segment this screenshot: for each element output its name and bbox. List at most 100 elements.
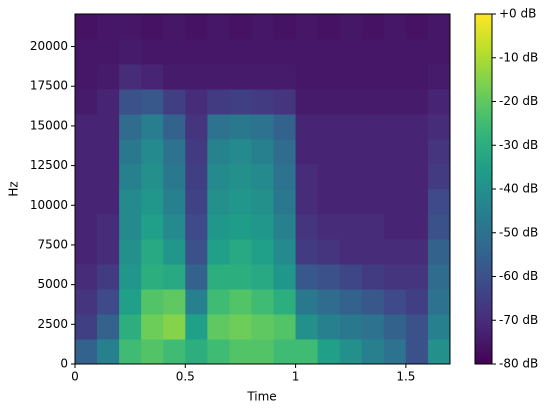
heatmap-cell xyxy=(251,264,275,290)
heatmap-cell xyxy=(339,164,363,190)
heatmap-cell xyxy=(251,89,275,115)
heatmap-cell xyxy=(273,14,297,40)
heatmap-cell xyxy=(163,239,186,265)
heatmap-cell xyxy=(229,289,252,315)
heatmap-cell xyxy=(427,14,451,40)
heatmap-cell xyxy=(141,14,164,40)
colorbar xyxy=(474,13,493,365)
heatmap-cell xyxy=(185,339,208,365)
heatmap-cell xyxy=(207,289,230,315)
heatmap-cell xyxy=(295,139,319,165)
heatmap-cell xyxy=(75,239,98,265)
heatmap-cell xyxy=(163,114,186,140)
heatmap-cell xyxy=(251,189,275,215)
x-tick-label: 1.5 xyxy=(396,370,415,384)
heatmap-cell xyxy=(251,339,275,365)
heatmap-cell xyxy=(75,339,98,365)
colorbar-tick-label: +0 dB xyxy=(499,7,536,21)
heatmap-cell xyxy=(383,289,407,315)
heatmap-cell xyxy=(141,189,164,215)
heatmap-cell xyxy=(427,314,451,340)
heatmap-cell xyxy=(163,139,186,165)
heatmap-cell xyxy=(97,14,120,40)
heatmap-cell xyxy=(185,264,208,290)
heatmap-cell xyxy=(163,89,186,115)
heatmap-cell xyxy=(273,289,297,315)
heatmap-cell xyxy=(119,289,142,315)
heatmap-cell xyxy=(251,39,275,65)
heatmap-cell xyxy=(405,214,429,240)
heatmap-cell xyxy=(295,14,319,40)
heatmap-cell xyxy=(141,39,164,65)
heatmap-cell xyxy=(339,139,363,165)
heatmap-cell xyxy=(427,289,451,315)
heatmap-cell xyxy=(427,164,451,190)
x-axis-label: Time xyxy=(246,390,276,404)
heatmap-cell xyxy=(119,314,142,340)
heatmap-cell xyxy=(75,189,98,215)
heatmap-cell xyxy=(361,239,385,265)
heatmap-cell xyxy=(207,64,230,90)
heatmap-cell xyxy=(141,64,164,90)
heatmap-cell xyxy=(383,264,407,290)
heatmap-cell xyxy=(339,39,363,65)
heatmap-cell xyxy=(119,264,142,290)
heatmap-cell xyxy=(207,239,230,265)
heatmap-cell xyxy=(251,239,275,265)
heatmap-cell xyxy=(251,14,275,40)
heatmap-cell xyxy=(141,264,164,290)
heatmap-cell xyxy=(405,339,429,365)
heatmap-cell xyxy=(163,339,186,365)
heatmap-cell xyxy=(339,339,363,365)
heatmap-cell xyxy=(317,89,341,115)
heatmap-cell xyxy=(405,164,429,190)
heatmap-cell xyxy=(405,289,429,315)
heatmap-cell xyxy=(185,214,208,240)
heatmap xyxy=(75,14,451,365)
heatmap-cell xyxy=(97,89,120,115)
heatmap-cell xyxy=(185,314,208,340)
heatmap-cell xyxy=(163,39,186,65)
heatmap-cell xyxy=(427,189,451,215)
heatmap-cell xyxy=(405,64,429,90)
heatmap-cell xyxy=(185,64,208,90)
heatmap-cell xyxy=(317,314,341,340)
x-tick-label: 1 xyxy=(292,370,300,384)
heatmap-cell xyxy=(97,114,120,140)
heatmap-cell xyxy=(405,189,429,215)
heatmap-cell xyxy=(339,114,363,140)
heatmap-cell xyxy=(251,114,275,140)
heatmap-cell xyxy=(119,189,142,215)
heatmap-cell xyxy=(185,139,208,165)
heatmap-cell xyxy=(317,239,341,265)
heatmap-cell xyxy=(361,189,385,215)
heatmap-cell xyxy=(251,314,275,340)
colorbar-tick-label: -60 dB xyxy=(499,269,538,283)
heatmap-cell xyxy=(295,114,319,140)
colorbar-tick-label: -70 dB xyxy=(499,313,538,327)
heatmap-cell xyxy=(361,314,385,340)
heatmap-cell xyxy=(251,64,275,90)
y-tick-label: 7500 xyxy=(37,237,68,251)
heatmap-cell xyxy=(119,89,142,115)
heatmap-cell xyxy=(207,114,230,140)
heatmap-cell xyxy=(427,339,451,365)
heatmap-cell xyxy=(185,189,208,215)
heatmap-cell xyxy=(163,264,186,290)
heatmap-cell xyxy=(405,39,429,65)
heatmap-cell xyxy=(97,139,120,165)
heatmap-cell xyxy=(163,64,186,90)
heatmap-cell xyxy=(339,264,363,290)
heatmap-cell xyxy=(295,39,319,65)
heatmap-cell xyxy=(295,239,319,265)
heatmap-cell xyxy=(317,139,341,165)
heatmap-cell xyxy=(405,139,429,165)
heatmap-cell xyxy=(251,139,275,165)
y-tick-label: 10000 xyxy=(30,198,68,212)
heatmap-cell xyxy=(405,14,429,40)
y-tick-label: 17500 xyxy=(30,79,68,93)
heatmap-cell xyxy=(273,214,297,240)
heatmap-cell xyxy=(207,189,230,215)
heatmap-cell xyxy=(339,214,363,240)
y-tick-label: 0 xyxy=(60,357,68,371)
